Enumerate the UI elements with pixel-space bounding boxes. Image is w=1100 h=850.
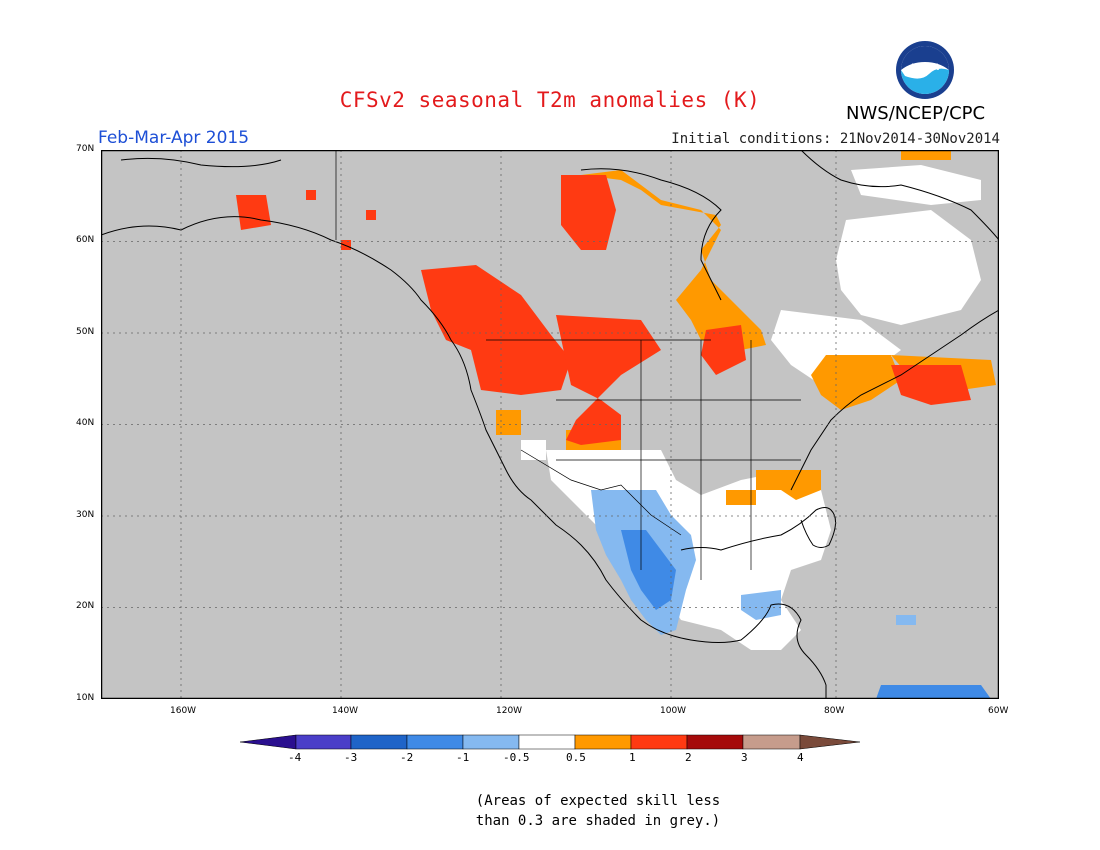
lon-label: 60W — [988, 706, 1009, 716]
strong-warm-anomaly-regions — [236, 175, 971, 445]
colorbar-tick: -3 — [344, 751, 358, 764]
colorbar-tick: 4 — [797, 751, 804, 764]
lon-label: 80W — [824, 706, 845, 716]
colorbar-tick: 0.5 — [566, 751, 586, 764]
lat-label: 70N — [76, 144, 95, 154]
political-borders — [335, 150, 801, 580]
lat-label: 30N — [76, 510, 95, 520]
lat-label: 20N — [76, 601, 95, 611]
coastlines — [101, 150, 999, 699]
skill-note-line: (Areas of expected skill less — [475, 793, 721, 809]
negative-anomaly-regions — [591, 490, 991, 699]
colorbar-tick: 2 — [685, 751, 692, 764]
initial-conditions: Initial conditions: 21Nov2014-30Nov2014 — [671, 131, 1000, 147]
colorbar-tick: -0.5 — [503, 751, 530, 764]
svg-text:NOAA: NOAA — [910, 63, 939, 73]
colorbar — [240, 734, 860, 750]
map-frame — [101, 150, 999, 699]
agency-label: NWS/NCEP/CPC — [846, 103, 986, 124]
lon-label: 100W — [660, 706, 687, 716]
colorbar-tick: -4 — [288, 751, 302, 764]
colorbar-tick: 3 — [741, 751, 748, 764]
anomaly-map — [101, 150, 999, 699]
forecast-period: Feb-Mar-Apr 2015 — [98, 128, 250, 148]
colorbar-tick: 1 — [629, 751, 636, 764]
skill-note: (Areas of expected skill less than 0.3 a… — [0, 791, 1100, 831]
skill-note-line: than 0.3 are shaded in grey.) — [475, 813, 721, 829]
lat-label: 50N — [76, 327, 95, 337]
lon-label: 140W — [332, 706, 359, 716]
colorbar-tick: -1 — [456, 751, 470, 764]
lon-label: 160W — [170, 706, 197, 716]
lon-label: 120W — [496, 706, 523, 716]
noaa-logo: NOAA — [896, 41, 954, 99]
map-title: CFSv2 seasonal T2m anomalies (K) — [339, 88, 761, 112]
graticule — [101, 150, 999, 699]
lat-label: 60N — [76, 235, 95, 245]
colorbar-tick: -2 — [400, 751, 414, 764]
lat-label: 40N — [76, 418, 95, 428]
lat-label: 10N — [76, 693, 95, 703]
